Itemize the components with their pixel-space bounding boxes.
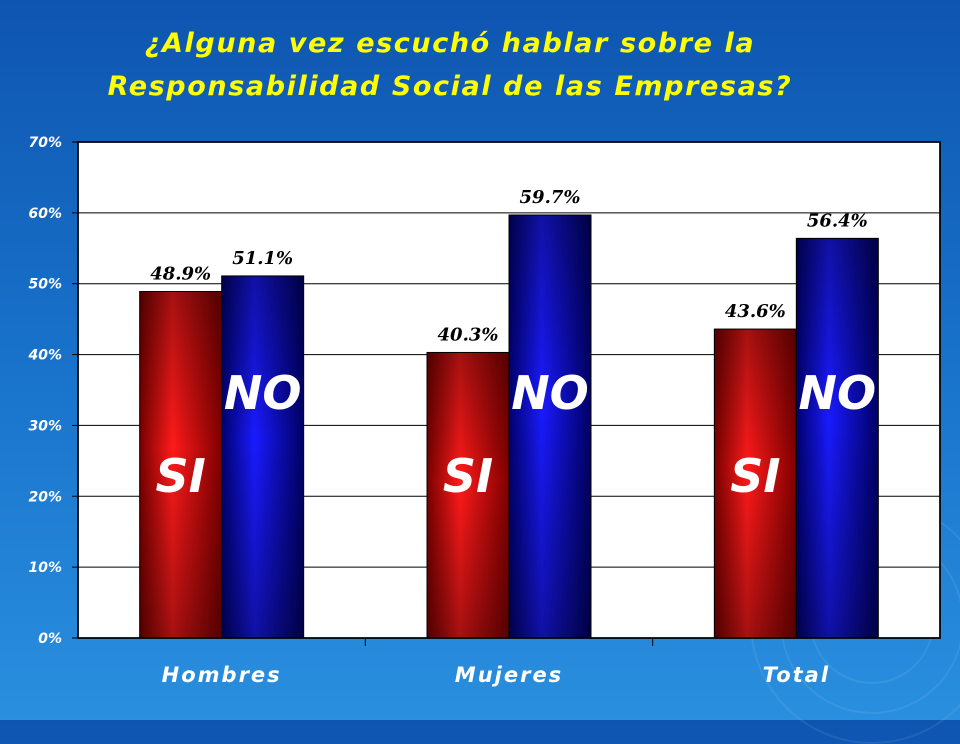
bar-shading bbox=[427, 352, 509, 638]
x-category-label: Total bbox=[763, 663, 830, 687]
bar-shading bbox=[796, 238, 879, 638]
slide-title-line-1: ¿Alguna vez escuchó hablar sobre la bbox=[144, 28, 756, 59]
y-tick-label: 10% bbox=[28, 560, 62, 576]
bar-series-label-no: NO bbox=[224, 366, 302, 420]
data-label-si: 40.3% bbox=[438, 324, 499, 345]
bar-series-label-si: SI bbox=[443, 449, 493, 503]
slide-title: ¿Alguna vez escuchó hablar sobre la Resp… bbox=[0, 22, 900, 108]
y-axis-tick-labels: 0% 10% 20% 30% 40% 50% 60% 70% bbox=[27, 135, 78, 647]
bar-series-label-si: SI bbox=[730, 449, 780, 503]
data-label-no: 51.1% bbox=[232, 248, 293, 269]
plot-frame bbox=[77, 141, 941, 639]
y-tick-label: 0% bbox=[38, 631, 62, 647]
bar-series-label-si: SI bbox=[156, 449, 206, 503]
x-axis-category-labels: Hombres Mujeres Total bbox=[162, 638, 830, 687]
y-tick-label: 60% bbox=[28, 206, 62, 222]
bar-series-label-no: NO bbox=[799, 366, 877, 420]
bar-series-label-no: NO bbox=[511, 366, 589, 420]
y-tick-label: 70% bbox=[28, 135, 62, 151]
data-label-si: 48.9% bbox=[150, 264, 211, 285]
x-category-label: Mujeres bbox=[455, 663, 563, 687]
y-tick-label: 20% bbox=[28, 489, 62, 505]
data-labels: 48.9% 51.1% 40.3% 59.7% 43.6% 56.4% bbox=[150, 187, 868, 345]
y-tick-label: 30% bbox=[28, 418, 62, 434]
bar-shading bbox=[509, 214, 591, 639]
bars: SI NO SI NO SI NO bbox=[139, 214, 879, 639]
data-label-si: 43.6% bbox=[725, 301, 786, 322]
y-tick-label: 50% bbox=[28, 277, 62, 293]
y-tick-label: 40% bbox=[27, 348, 62, 364]
x-category-label: Hombres bbox=[162, 663, 282, 687]
data-label-no: 59.7% bbox=[520, 187, 581, 208]
bar-shading bbox=[221, 275, 304, 638]
bar-shading bbox=[139, 291, 222, 638]
slide-title-line-2: Responsabilidad Social de las Empresas? bbox=[107, 71, 793, 102]
bar-chart: 0% 10% 20% 30% 40% 50% 60% 70% SI NO SI NO SI NO 48.… bbox=[27, 135, 941, 687]
bar-shading bbox=[714, 329, 797, 638]
data-label-no: 56.4% bbox=[807, 210, 868, 231]
